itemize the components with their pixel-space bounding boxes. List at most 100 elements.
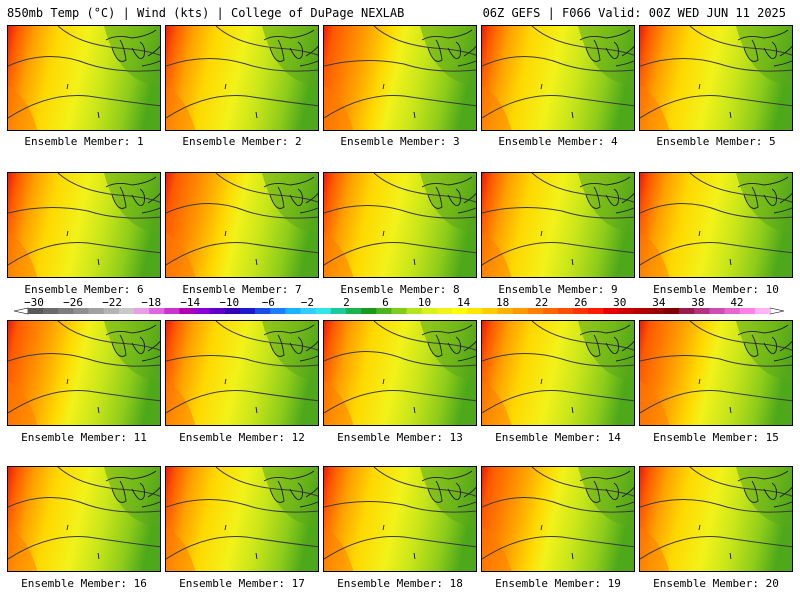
- ensemble-map-5: [639, 25, 793, 131]
- ensemble-member-label: Ensemble Member: 4: [498, 135, 618, 148]
- ensemble-member-label: Ensemble Member: 16: [21, 577, 147, 590]
- colorbar-swatch: [573, 308, 589, 314]
- ensemble-member-label: Ensemble Member: 10: [653, 283, 779, 296]
- colorbar-swatch: [73, 308, 89, 314]
- colorbar-tick-label: 38: [691, 296, 704, 309]
- colorbar-swatch: [361, 308, 377, 314]
- colorbar-swatch: [754, 308, 771, 314]
- colorbar-tick-label: −22: [102, 296, 122, 309]
- ensemble-member-label: Ensemble Member: 6: [24, 283, 144, 296]
- colorbar-right-arrow: [769, 307, 785, 315]
- colorbar-swatch: [603, 308, 619, 314]
- colorbar-swatch: [497, 308, 513, 314]
- ensemble-map-14: [481, 320, 635, 426]
- ensemble-map-1: [7, 25, 161, 131]
- ensemble-member-label: Ensemble Member: 1: [24, 135, 144, 148]
- ensemble-map-17: [165, 466, 319, 572]
- colorbar-swatch: [467, 308, 483, 314]
- colorbar-swatch: [209, 308, 226, 314]
- ensemble-map-2: [165, 25, 319, 131]
- colorbar-tick-label: 42: [730, 296, 743, 309]
- colorbar-tick-label: 26: [574, 296, 587, 309]
- colorbar-tick-label: −14: [180, 296, 200, 309]
- colorbar-swatch: [240, 308, 256, 314]
- ensemble-map-9: [481, 172, 635, 278]
- ensemble-member-label: Ensemble Member: 14: [495, 431, 621, 444]
- ensemble-member-label: Ensemble Member: 9: [498, 283, 618, 296]
- colorbar-swatch: [149, 308, 165, 314]
- colorbar-tick-label: −2: [301, 296, 314, 309]
- ensemble-map-12: [165, 320, 319, 426]
- colorbar-tick-label: 2: [343, 296, 350, 309]
- colorbar-swatch: [664, 308, 680, 314]
- colorbar-swatch: [436, 308, 453, 314]
- colorbar-swatch: [739, 308, 756, 314]
- colorbar-swatch: [28, 308, 44, 314]
- colorbar-swatch: [346, 308, 362, 314]
- colorbar-swatch: [679, 308, 695, 314]
- temperature-colorbar: −30 −26 −22 −18 −14 −10 −6 −2 2 6 10 14 18 22 26 30 34 38…: [13, 296, 785, 315]
- ensemble-map-19: [481, 466, 635, 572]
- ensemble-member-label: Ensemble Member: 19: [495, 577, 621, 590]
- colorbar-swatch: [421, 308, 438, 314]
- colorbar-tick-label: 18: [496, 296, 509, 309]
- colorbar-swatch: [330, 308, 347, 314]
- colorbar-swatch: [588, 308, 604, 314]
- colorbar-swatch: [558, 308, 574, 314]
- colorbar-tick-label: 14: [457, 296, 471, 309]
- colorbar-swatch: [285, 308, 301, 314]
- colorbar-swatch: [724, 308, 741, 314]
- colorbar-swatch: [179, 308, 195, 314]
- colorbar-swatch: [633, 308, 650, 314]
- ensemble-member-label: Ensemble Member: 8: [340, 283, 460, 296]
- colorbar-swatch: [270, 308, 286, 314]
- run-valid-time: 06Z GEFS | F066 Valid: 00Z WED JUN 11 20…: [482, 6, 786, 20]
- ensemble-member-label: Ensemble Member: 7: [182, 283, 302, 296]
- ensemble-map-8: [323, 172, 477, 278]
- colorbar-swatch: [709, 308, 725, 314]
- colorbar-swatch: [391, 308, 407, 314]
- colorbar-swatch: [648, 308, 665, 314]
- colorbar-swatch: [527, 308, 544, 314]
- colorbar-swatch: [224, 308, 241, 314]
- colorbar-swatch: [406, 308, 423, 314]
- colorbar-swatch: [694, 308, 710, 314]
- colorbar-swatch: [118, 308, 135, 314]
- ensemble-member-label: Ensemble Member: 12: [179, 431, 305, 444]
- colorbar-swatch: [194, 308, 211, 314]
- colorbar-tick-label: −10: [219, 296, 239, 309]
- colorbar-tick-label: −30: [24, 296, 44, 309]
- colorbar-swatch: [482, 308, 498, 314]
- colorbar-swatch: [43, 308, 59, 314]
- ensemble-member-label: Ensemble Member: 13: [337, 431, 463, 444]
- ensemble-map-15: [639, 320, 793, 426]
- ensemble-map-18: [323, 466, 477, 572]
- colorbar-tick-label: −18: [141, 296, 161, 309]
- colorbar-swatch: [300, 308, 317, 314]
- ensemble-map-13: [323, 320, 477, 426]
- ensemble-map-10: [639, 172, 793, 278]
- colorbar-swatch: [512, 308, 529, 314]
- colorbar-tick-label: −26: [63, 296, 83, 309]
- colorbar-tick-label: 30: [613, 296, 626, 309]
- colorbar-tick-label: 10: [418, 296, 431, 309]
- colorbar-swatch: [88, 308, 105, 314]
- ensemble-member-label: Ensemble Member: 11: [21, 431, 147, 444]
- colorbar-tick-label: −6: [262, 296, 275, 309]
- ensemble-map-11: [7, 320, 161, 426]
- colorbar-swatch: [58, 308, 74, 314]
- colorbar-swatch: [315, 308, 332, 314]
- ensemble-member-label: Ensemble Member: 20: [653, 577, 779, 590]
- colorbar-tick-label: 34: [652, 296, 666, 309]
- colorbar-swatch: [164, 308, 180, 314]
- colorbar-swatch: [542, 308, 559, 314]
- ensemble-member-label: Ensemble Member: 5: [656, 135, 776, 148]
- colorbar-swatch: [134, 308, 150, 314]
- colorbar-swatch: [103, 308, 120, 314]
- ensemble-map-7: [165, 172, 319, 278]
- ensemble-map-20: [639, 466, 793, 572]
- map-title: 850mb Temp (°C) | Wind (kts) | College o…: [7, 6, 405, 20]
- ensemble-map-3: [323, 25, 477, 131]
- ensemble-member-label: Ensemble Member: 17: [179, 577, 305, 590]
- ensemble-map-16: [7, 466, 161, 572]
